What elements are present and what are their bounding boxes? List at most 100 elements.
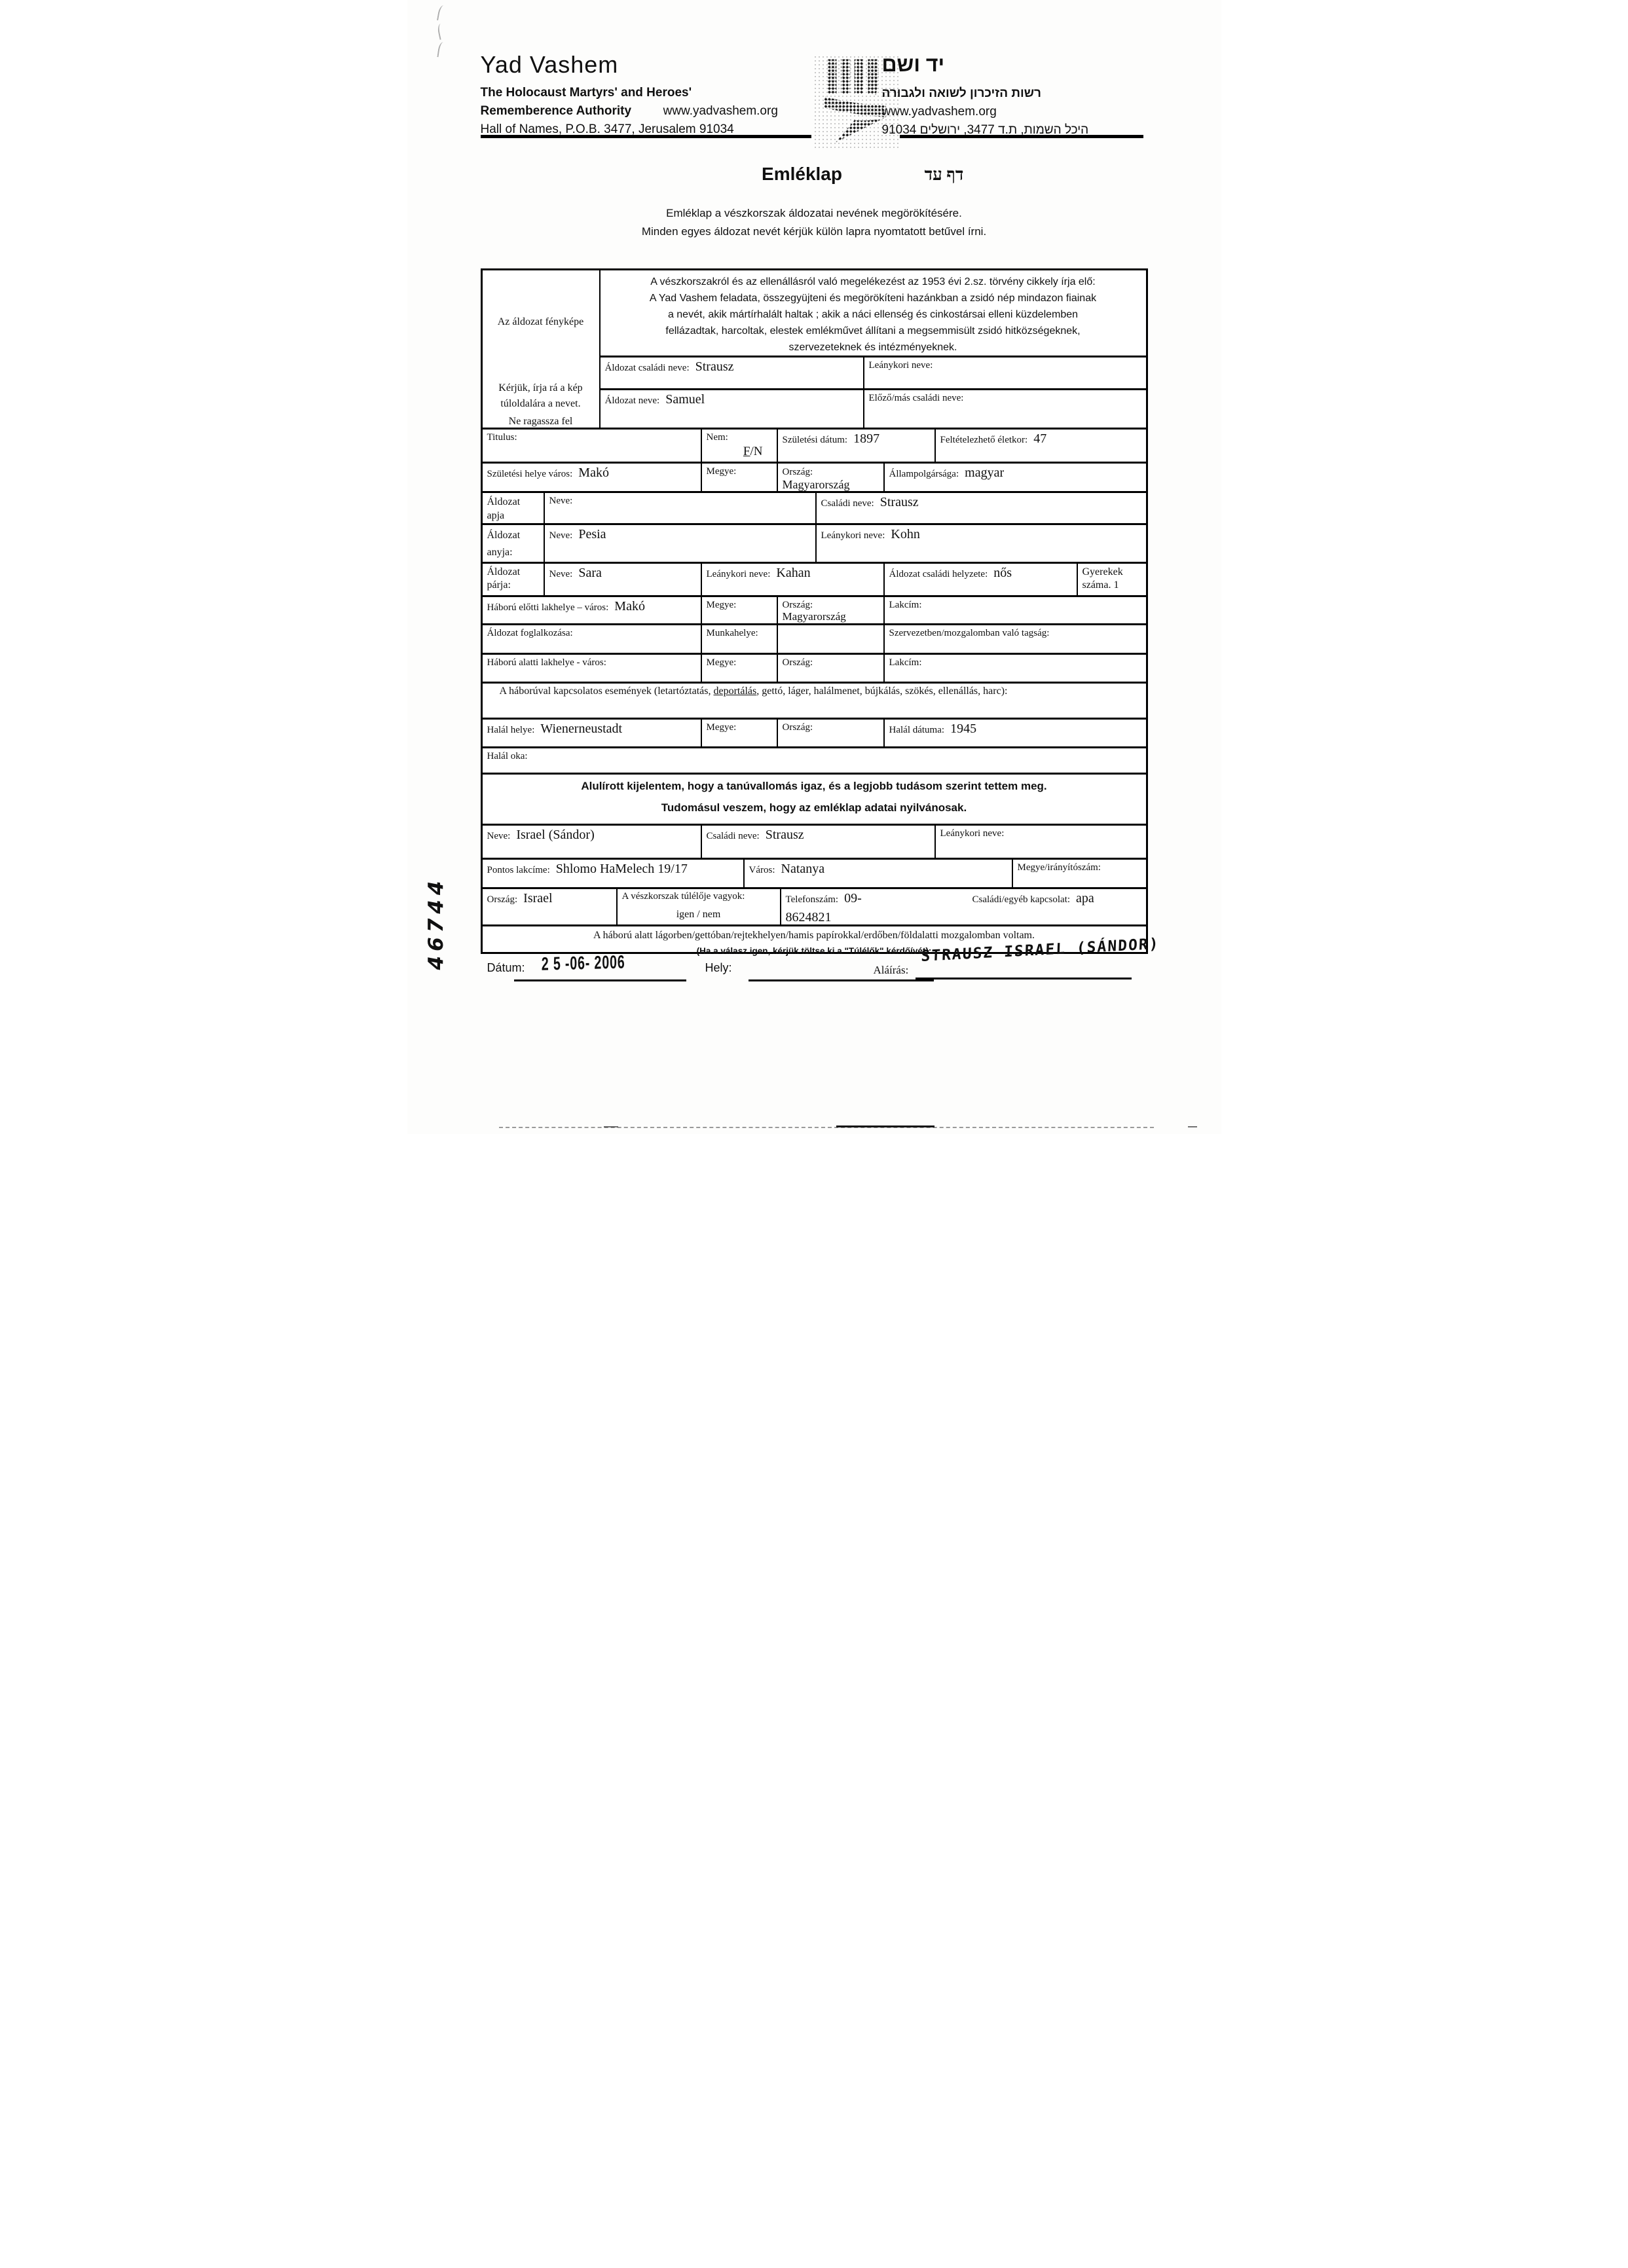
gender-value: F/N: [743, 445, 763, 458]
testimony-form-table: Az áldozat fényképe Kérjük, írja rá a ké…: [480, 268, 1148, 956]
date-line: [513, 979, 686, 981]
photo-instructions-2: Ne ragassza fel: [508, 416, 573, 427]
row-wartime-residence: Háború alatti lakhelye - város: Megye: O…: [482, 655, 1146, 684]
date-stamp: 2 5 -06- 2006: [541, 951, 625, 975]
place-label: Hely:: [705, 961, 732, 974]
field-titulus: Titulus:: [483, 430, 702, 462]
doc-title-hungarian: Emléklap: [762, 164, 842, 184]
row-submitter-country: Ország: Israel A vészkorszak túlélője va…: [482, 889, 1146, 926]
header-right-line1: רשות הזיכרון לשואה ולגבורה: [881, 86, 1041, 100]
row-victim-first-name: Áldozat neve: Samuel Előző/más családi n…: [601, 390, 1146, 428]
scan-artifact-dark-segment: [836, 1125, 934, 1127]
field-citizenship: Állampolgársága: magyar: [889, 466, 1005, 480]
field-phone: Telefonszám: 09- 8624821: [785, 891, 862, 924]
row-submitter-address: Pontos lakcíme: Shlomo HaMelech 19/17 Vá…: [482, 860, 1146, 889]
cell-empty: [778, 625, 885, 653]
row-mother: Áldozat anyja: Neve: Pesia Leánykori nev…: [482, 525, 1146, 564]
mother-stub: Áldozat anyja:: [483, 525, 545, 562]
row-birth-place: Születési helye város: Makó Megye: Orszá…: [482, 464, 1146, 493]
header-left: Yad Vashem The Holocaust Martyrs' and He…: [481, 51, 821, 139]
field-wartime-county: Megye:: [702, 655, 778, 682]
yad-vashem-logo: [813, 55, 900, 148]
photo-cell: Az áldozat fényképe Kérjük, írja rá a ké…: [483, 270, 601, 428]
row-photo-and-names: Az áldozat fényképe Kérjük, írja rá a ké…: [482, 270, 1146, 430]
field-war-events: A háborúval kapcsolatos események (letar…: [499, 686, 1008, 697]
field-prewar-city: Háború előtti lakhelye – város: Makó: [483, 597, 702, 623]
field-birth-date: Születési dátum: 1897: [778, 430, 936, 462]
field-occupation: Áldozat foglalkozása:: [483, 625, 702, 653]
field-death-cause: Halál oka:: [487, 751, 528, 761]
field-marital-status: Áldozat családi helyzete: nős: [885, 564, 1078, 595]
field-survivor-question: A vészkorszak túlélője vagyok: igen / ne…: [618, 889, 781, 924]
field-submitter-first-name: Neve: Israel (Sándor): [483, 826, 702, 858]
field-father-first-name: Neve:: [545, 493, 817, 523]
field-submitter-country: Ország: Israel: [483, 889, 618, 924]
field-death-place: Halál helye: Wienerneustadt: [483, 720, 702, 746]
photo-instructions: Kérjük, írja rá a kép túloldalára a neve…: [498, 382, 583, 409]
header-left-authority: Rememberence Authority: [480, 104, 632, 118]
field-victim-family-name: Áldozat családi neve: Strausz: [601, 357, 864, 388]
wartime-statement: A háború alatt lágorben/gettóban/rejtekh…: [593, 930, 1035, 941]
survivor-answer-options: igen / nem: [676, 909, 721, 920]
org-name-english: Yad Vashem: [480, 51, 619, 78]
field-submitter-city: Város: Natanya: [745, 860, 1013, 887]
yad-vashem-logo-glyph: [824, 59, 886, 143]
row-occupation: Áldozat foglalkozása: Munkahelye: Szerve…: [482, 625, 1146, 655]
scan-artifact-dashed-line: [498, 1127, 1154, 1128]
field-submitter-postal: Megye/irányítószám:: [1017, 862, 1101, 873]
row-war-events: A háborúval kapcsolatos események (letar…: [482, 684, 1146, 720]
header-right-url: www.yadvashem.org: [881, 105, 997, 119]
scan-artifact-segment-2: [603, 1126, 618, 1127]
field-prewar-county: Megye:: [702, 597, 778, 623]
field-wartime-city: Háború alatti lakhelye - város:: [483, 655, 702, 682]
field-submitter-maiden-name: Leánykori neve:: [940, 828, 1005, 839]
field-prewar-country: Ország: Magyarország: [778, 597, 885, 623]
org-name-hebrew: יד ושם: [881, 52, 945, 76]
scanned-testimony-page: Yad Vashem The Holocaust Martyrs' and He…: [407, 0, 1221, 1134]
row-submitter-name: Neve: Israel (Sándor) Családi neve: Stra…: [482, 826, 1146, 860]
cell-phone-relation: Telefonszám: 09- 8624821 Családi/egyéb k…: [781, 889, 1146, 924]
field-relation: Családi/egyéb kapcsolat: apa: [972, 891, 1094, 905]
header-right-rule: [899, 135, 1143, 138]
row-death-place: Halál helye: Wienerneustadt Megye: Orszá…: [482, 720, 1146, 748]
date-label: Dátum:: [487, 961, 525, 974]
row-prewar-residence: Háború előtti lakhelye – város: Makó Meg…: [482, 597, 1146, 625]
field-victim-maiden-name: Leánykori neve:: [868, 360, 933, 371]
header-left-line3: Hall of Names, P.O.B. 3477, Jerusalem 91…: [480, 122, 734, 136]
field-father-family-name: Családi neve: Strausz: [821, 495, 919, 509]
field-children-count: Gyerekek száma. 1: [1082, 566, 1123, 591]
field-mother-first-name: Neve: Pesia: [545, 525, 817, 562]
photo-caption: Az áldozat fényképe: [497, 316, 584, 327]
field-submitter-address: Pontos lakcíme: Shlomo HaMelech 19/17: [483, 860, 745, 887]
field-previous-family-name: Előző/más családi neve:: [868, 392, 964, 403]
row-spouse: Áldozat párja: Neve: Sara Leánykori neve…: [482, 564, 1146, 597]
row-death-cause: Halál oka:: [482, 748, 1146, 775]
field-organization-membership: Szervezetben/mozgalomban való tagság:: [889, 628, 1050, 638]
header-left-line1: The Holocaust Martyrs' and Heroes': [480, 86, 692, 100]
field-victim-first-name: Áldozat neve: Samuel: [601, 390, 864, 428]
place-line: [748, 979, 934, 981]
header-left-rule: [480, 135, 811, 138]
subtitle-line2: Minden egyes áldozat nevét kérjük külön …: [641, 225, 987, 238]
legal-preamble: A vészkorszakról és az ellenállásról val…: [600, 270, 1146, 358]
header-left-url: www.yadvashem.org: [663, 104, 778, 118]
field-submitter-family-name: Családi neve: Strausz: [702, 826, 936, 858]
signature-line: [915, 978, 1132, 979]
row-father: Áldozat apja Neve: Családi neve: Strausz: [482, 493, 1146, 525]
field-prewar-address: Lakcím:: [889, 600, 922, 610]
field-death-county: Megye:: [702, 720, 778, 746]
subtitle-line1: Emléklap a vészkorszak áldozatai nevének…: [666, 207, 962, 219]
row-titulus: Titulus: Nem: F/N Születési dátum: 1897 …: [482, 430, 1146, 464]
row-victim-family-name: Áldozat családi neve: Strausz Leánykori …: [600, 357, 1146, 390]
scan-artifact-segment-3: [1187, 1126, 1197, 1127]
field-workplace: Munkahelye:: [702, 625, 778, 653]
field-presumed-age: Feltételezhető életkor: 47: [940, 431, 1047, 446]
field-death-country: Ország:: [778, 720, 885, 746]
declaration-line1: Alulírott kijelentem, hogy a tanúvallomá…: [581, 780, 1047, 792]
row-declaration: Alulírott kijelentem, hogy a tanúvallomá…: [482, 780, 1146, 826]
field-mother-maiden-name: Leánykori neve: Kohn: [821, 527, 920, 541]
spouse-stub: Áldozat párja:: [483, 564, 545, 595]
row-wartime-statement: A háború alatt lágorben/gettóban/rejtekh…: [483, 930, 1146, 964]
header-left-line2: Rememberence Authority www.yadvashem.org: [481, 102, 821, 120]
margin-file-number-handwritten: 46744: [424, 876, 448, 970]
